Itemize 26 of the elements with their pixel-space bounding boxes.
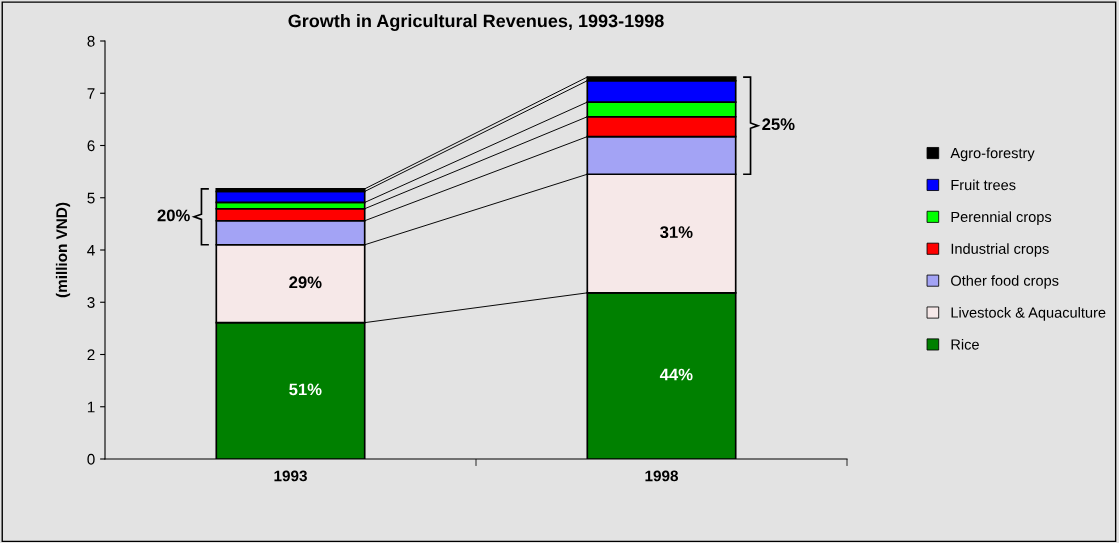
y-tick-label: 0 — [87, 453, 95, 465]
legend-label: Agro-forestry — [950, 147, 1035, 162]
legend-label: Perennial crops — [951, 211, 1052, 225]
legend-label: Fruit trees — [951, 179, 1016, 191]
legend-label: Livestock & Aquaculture — [951, 307, 1106, 321]
annotation: 31% — [660, 226, 693, 239]
legend-label: Rice — [951, 338, 979, 350]
annotation: 20% — [157, 209, 190, 222]
x-tick-label: 1998 — [645, 470, 679, 482]
annotation: 25% — [762, 118, 795, 131]
annotation: 29% — [289, 276, 322, 289]
y-tick-label: 8 — [87, 35, 95, 47]
chart-title: Growth in Agricultural Revenues, 1993-1998 — [288, 14, 664, 31]
y-tick-label: 6 — [87, 140, 95, 152]
legend-label: Industrial crops — [951, 243, 1049, 257]
legend-label: Other food crops — [951, 275, 1059, 289]
x-tick-label: 1993 — [274, 470, 307, 482]
annotation: 51% — [289, 383, 322, 396]
y-axis-title: (million VND) — [55, 202, 71, 298]
y-tick-label: 7 — [87, 88, 95, 99]
y-tick-label: 4 — [87, 245, 95, 256]
y-tick-label: 1 — [87, 401, 95, 413]
y-tick-label: 2 — [87, 349, 95, 361]
y-tick-label: 3 — [87, 297, 95, 308]
annotation: 44% — [659, 368, 693, 381]
y-tick-label: 5 — [87, 192, 95, 204]
